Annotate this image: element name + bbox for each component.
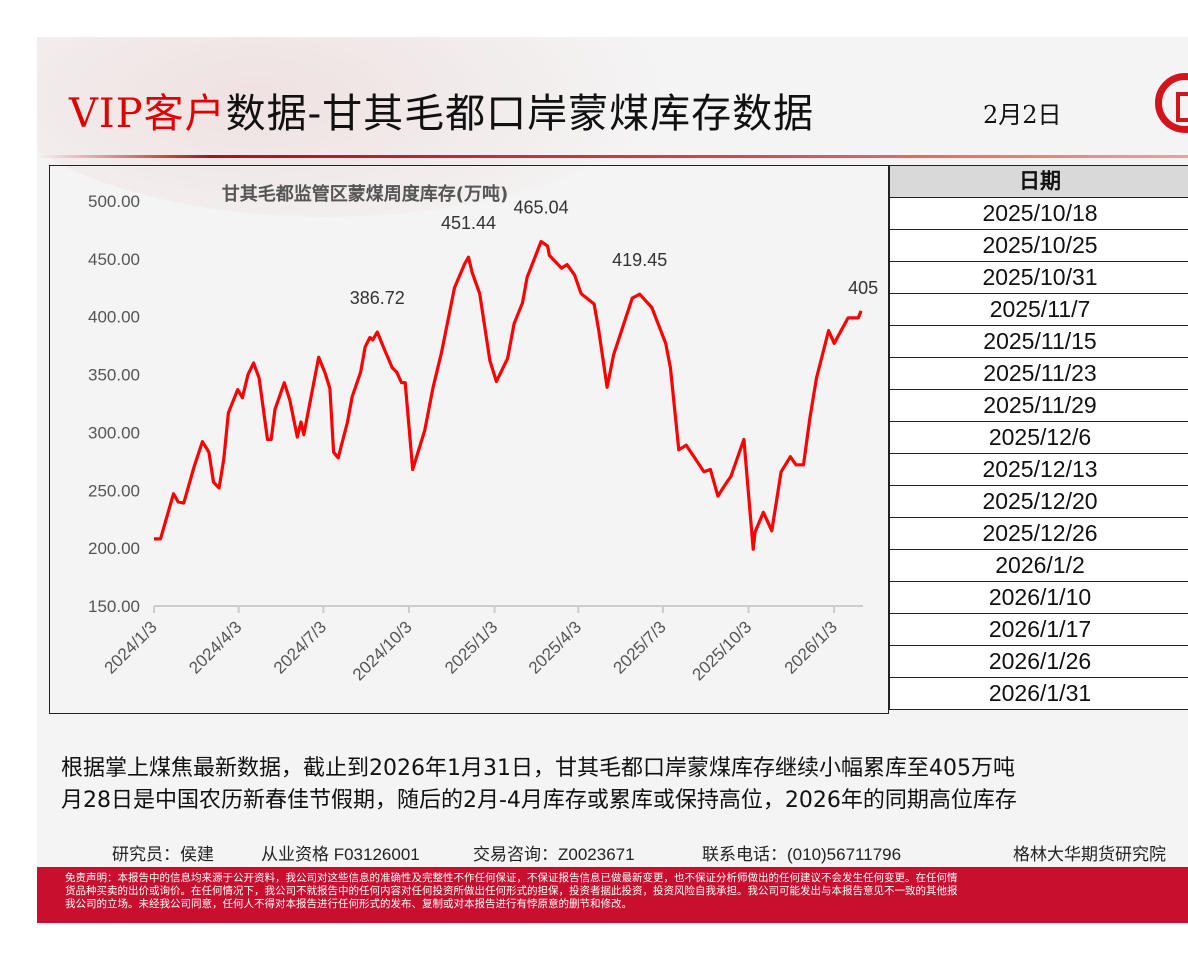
y-tick-label: 450.00 [88, 250, 140, 269]
consult-license: 交易咨询：Z0023671 [473, 845, 635, 864]
table-row: 2025/10/31 [889, 262, 1188, 294]
qualification: 从业资格 F03126001 [261, 845, 420, 864]
x-tick-label: 2024/10/3 [349, 617, 416, 684]
table-row: 2025/10/25 [889, 230, 1188, 262]
table-row: 2025/11/29 [889, 390, 1188, 422]
table-row: 2025/12/26 [889, 518, 1188, 550]
series-line [154, 239, 863, 551]
date-table: 日期 2025/10/18 2025/10/25 2025/10/31 2025/11… [889, 165, 1188, 710]
data-label: 419.45 [612, 250, 667, 270]
x-tick-label: 2024/4/3 [185, 617, 245, 677]
y-tick-label: 200.00 [88, 539, 140, 558]
data-label: 386.72 [350, 288, 405, 308]
y-tick-label: 500.00 [88, 192, 140, 211]
x-tick-label: 2025/1/3 [441, 617, 501, 677]
table-row: 2026/1/2 [889, 550, 1188, 582]
table-header: 日期 [889, 166, 1188, 198]
disclaimer-line-1: 免责声明：本报告中的信息均来源于公开资料，我公司对这些信息的准确性及完整性不作任… [65, 872, 958, 884]
disclaimer: 免责声明：本报告中的信息均来源于公开资料，我公司对这些信息的准确性及完整性不作任… [37, 867, 1188, 923]
header-divider [37, 155, 1188, 158]
data-label: 465.04 [514, 197, 569, 217]
y-tick-label: 350.00 [88, 366, 140, 385]
title-vip: VIP客户 [69, 91, 226, 137]
commentary: 根据掌上煤焦最新数据，截止到2026年1月31日，甘其毛都口岸蒙煤库存继续小幅累… [61, 753, 1017, 817]
x-tick-label: 2026/1/3 [781, 617, 841, 677]
researcher: 研究员：侯建 [112, 845, 214, 864]
table-row: 2026/1/26 [889, 646, 1188, 678]
table-row: 2025/12/20 [889, 486, 1188, 518]
y-tick-label: 150.00 [88, 597, 140, 616]
table-row: 2025/11/23 [889, 358, 1188, 390]
table-row: 2026/1/17 [889, 614, 1188, 646]
y-tick-label: 400.00 [88, 308, 140, 327]
table-row: 2025/12/6 [889, 422, 1188, 454]
page-title: VIP客户数据-甘其毛都口岸蒙煤库存数据 [69, 81, 814, 139]
chart-panel: 甘其毛都监管区蒙煤周度库存(万吨) 150.00 200.00 250.00 300.0… [49, 165, 889, 714]
x-tick-label: 2024/1/3 [101, 617, 161, 677]
table-row: 2025/12/13 [889, 454, 1188, 486]
data-label: 451.44 [441, 213, 496, 233]
x-tick-label: 2025/7/3 [610, 617, 670, 677]
title-main: 数据-甘其毛都口岸蒙煤库存数据 [225, 91, 815, 137]
table-row: 2026/1/10 [889, 582, 1188, 614]
commentary-line-1: 根据掌上煤焦最新数据，截止到2026年1月31日，甘其毛都口岸蒙煤库存继续小幅累… [61, 756, 1015, 781]
x-tick-label: 2024/7/3 [270, 617, 330, 677]
disclaimer-line-3: 我公司的立场。未经我公司同意，任何人不得对本报告进行任何形式的发布、复制或对本报… [65, 898, 632, 910]
contact-phone: 联系电话：(010)56711796 [702, 845, 902, 864]
table-row: 2025/10/18 [889, 198, 1188, 230]
disclaimer-line-2: 货品种买卖的出价或询价。在任何情况下，我公司不就报告中的任何内容对任何投资所做出… [65, 885, 958, 897]
y-tick-label: 300.00 [88, 423, 140, 442]
company-logo-icon [1155, 73, 1188, 133]
y-tick-label: 250.00 [88, 481, 140, 500]
report-slide: VIP客户数据-甘其毛都口岸蒙煤库存数据 2月2日 甘其毛都监管区蒙煤周度库存(… [37, 37, 1188, 925]
chart-title: 甘其毛都监管区蒙煤周度库存(万吨) [222, 183, 508, 205]
data-label: 405 [848, 278, 878, 298]
table-row: 2025/11/15 [889, 326, 1188, 358]
institute-name: 格林大华期货研究院 [1013, 845, 1166, 864]
x-tick-label: 2025/10/3 [688, 617, 755, 684]
inventory-line-chart: 甘其毛都监管区蒙煤周度库存(万吨) 150.00 200.00 250.00 300.0… [88, 183, 878, 684]
x-tick-label: 2025/4/3 [525, 617, 585, 677]
table-row: 2025/11/7 [889, 294, 1188, 326]
commentary-line-2: 月28日是中国农历新春佳节假期，随后的2月-4月库存或累库或保持高位，2026年… [61, 788, 1017, 813]
table-row: 2026/1/31 [889, 678, 1188, 710]
report-date: 2月2日 [983, 101, 1062, 129]
